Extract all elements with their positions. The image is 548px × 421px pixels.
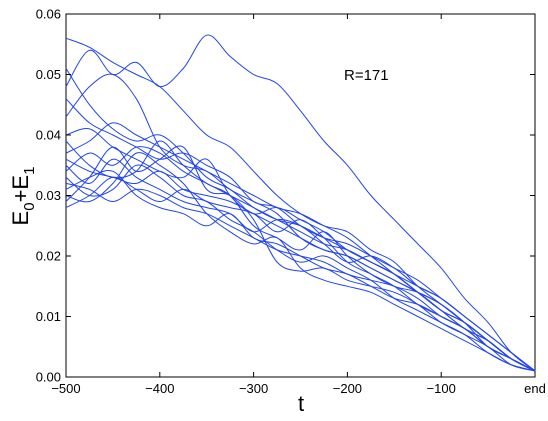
y-tick-label: 0.00 (36, 370, 61, 385)
series-line-15 (65, 122, 536, 372)
x-tick-label: end (524, 381, 546, 396)
y-axis-title-part-2: 0 (21, 202, 38, 210)
y-tick-label: 0.06 (36, 7, 61, 22)
x-tick-label: −300 (239, 381, 268, 396)
x-tick-label: −500 (51, 381, 80, 396)
series-line-17 (65, 98, 536, 372)
x-tick-label: −400 (145, 381, 174, 396)
y-tick-label: 0.01 (36, 309, 61, 324)
y-axis-title-part-1: E (8, 211, 33, 226)
series-line-12 (65, 158, 536, 372)
y-tick-label: 0.02 (36, 249, 61, 264)
y-axis-title-part-4: 1 (21, 167, 38, 175)
series-line-16 (65, 176, 536, 372)
x-tick-label: −200 (333, 381, 362, 396)
x-axis-title: t (298, 391, 304, 416)
y-axis-title: E0+E1 (8, 167, 38, 226)
series-line-2 (65, 34, 536, 372)
axis-layer: −500 −400 −300 −200 −100 end 0.00 0.01 0.02 0.03 0… (36, 7, 546, 397)
y-tick-label: 0.04 (36, 128, 61, 143)
r-annotation: R=171 (344, 67, 389, 84)
y-tick-label: 0.05 (36, 67, 61, 82)
series-line-13 (65, 146, 536, 372)
series-line-8 (65, 164, 536, 372)
x-tick-label: −100 (427, 381, 456, 396)
series-line-10 (65, 152, 536, 372)
series-line-11 (65, 145, 536, 372)
y-axis-title-part-3: +E (8, 175, 33, 203)
y-tick-label: 0.03 (36, 188, 61, 203)
series-layer (65, 34, 536, 372)
